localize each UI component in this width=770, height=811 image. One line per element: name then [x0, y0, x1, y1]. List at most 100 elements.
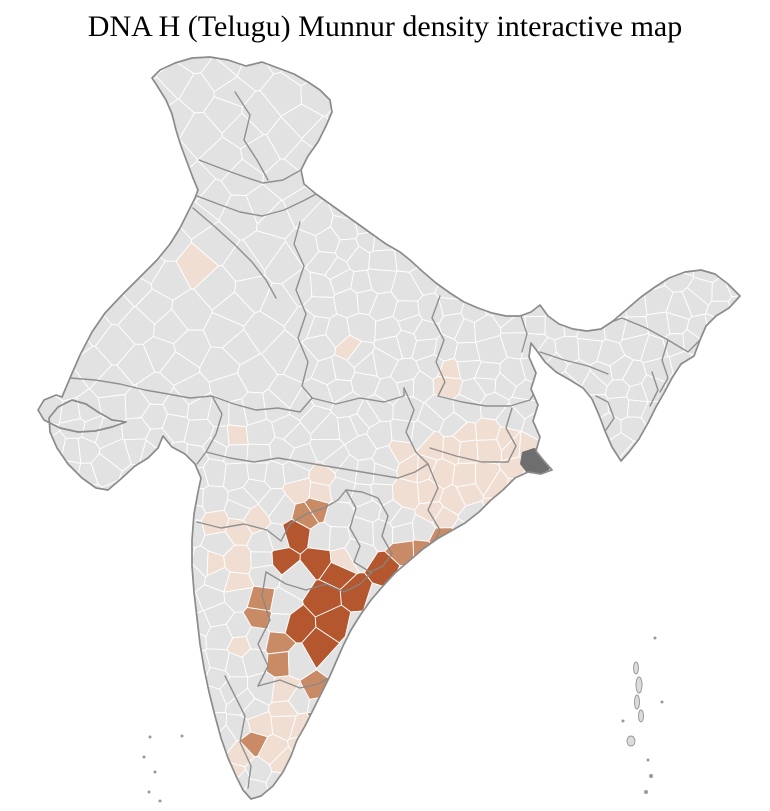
district-cell[interactable]: [121, 483, 149, 502]
district-cell[interactable]: [37, 586, 67, 615]
district-cell[interactable]: [519, 763, 546, 789]
district-cell[interactable]: [620, 804, 650, 811]
district-cell[interactable]: [560, 82, 594, 121]
district-cell[interactable]: [124, 165, 169, 202]
district-cell[interactable]: [156, 563, 185, 591]
district-cell[interactable]: [56, 673, 78, 698]
district-cell[interactable]: [725, 204, 770, 254]
district-cell[interactable]: [476, 693, 507, 714]
district-cell[interactable]: [577, 688, 607, 718]
district-cell[interactable]: [602, 640, 628, 675]
andaman-island[interactable]: [634, 694, 640, 710]
district-cell[interactable]: [521, 664, 550, 696]
district-cell[interactable]: [583, 273, 613, 293]
district-cell[interactable]: [439, 626, 470, 656]
district-cell[interactable]: [378, 157, 423, 197]
district-cell[interactable]: [0, 373, 45, 405]
district-cell[interactable]: [339, 164, 381, 203]
district-cell[interactable]: [337, 755, 358, 780]
district-cell[interactable]: [709, 774, 739, 801]
district-cell[interactable]: [591, 77, 631, 115]
district-cell[interactable]: [0, 444, 40, 486]
district-cell[interactable]: [392, 607, 422, 637]
district-cell[interactable]: [58, 789, 84, 811]
district-cell[interactable]: [55, 770, 84, 796]
district-cell[interactable]: [646, 225, 672, 253]
district-cell[interactable]: [586, 161, 631, 197]
district-cell[interactable]: [542, 627, 570, 652]
district-cell[interactable]: [473, 552, 505, 576]
district-cell[interactable]: [91, 798, 122, 811]
district-cell[interactable]: [685, 712, 712, 741]
district-cell[interactable]: [732, 571, 770, 627]
district-cell[interactable]: [619, 583, 648, 609]
district-cell[interactable]: [354, 204, 384, 235]
district-cell[interactable]: [404, 60, 444, 103]
district-cell[interactable]: [92, 22, 136, 77]
district-cell[interactable]: [577, 655, 607, 679]
district-cell[interactable]: [666, 754, 690, 783]
district-cell[interactable]: [726, 148, 770, 206]
district-cell[interactable]: [0, 426, 37, 452]
district-cell[interactable]: [597, 586, 623, 615]
district-cell[interactable]: [722, 24, 770, 89]
district-cell[interactable]: [493, 652, 523, 683]
district-cell[interactable]: [374, 11, 430, 69]
district-cell[interactable]: [580, 103, 617, 140]
district-cell[interactable]: [666, 803, 693, 811]
district-cell[interactable]: [476, 249, 508, 277]
district-cell[interactable]: [0, 274, 43, 306]
district-cell[interactable]: [122, 558, 158, 592]
district-cell[interactable]: [387, 679, 414, 711]
district-cell[interactable]: [115, 685, 145, 709]
district-cell[interactable]: [714, 737, 740, 759]
district-cell[interactable]: [710, 480, 730, 506]
district-cell[interactable]: [540, 570, 565, 595]
district-cell[interactable]: [44, 17, 97, 75]
district-cell[interactable]: [78, 754, 109, 784]
district-cell[interactable]: [380, 697, 407, 724]
district-cell[interactable]: [723, 605, 770, 639]
district-cell[interactable]: [416, 798, 437, 811]
district-cell[interactable]: [289, 771, 316, 799]
district-cell[interactable]: [330, 663, 361, 697]
district-cell[interactable]: [124, 675, 146, 698]
district-cell[interactable]: [390, 750, 424, 776]
district-cell[interactable]: [646, 754, 671, 778]
district-cell[interactable]: [494, 250, 524, 280]
district-cell[interactable]: [576, 580, 607, 607]
district-cell[interactable]: [618, 138, 662, 181]
district-cell[interactable]: [78, 796, 102, 811]
district-cell[interactable]: [183, 756, 210, 783]
district-cell[interactable]: [21, 181, 66, 219]
district-cell[interactable]: [132, 569, 162, 600]
district-cell[interactable]: [41, 613, 67, 643]
district-cell[interactable]: [185, 796, 225, 811]
district-cell[interactable]: [704, 141, 749, 182]
district-cell[interactable]: [428, 81, 469, 123]
district-cell[interactable]: [372, 224, 394, 252]
district-cell[interactable]: [634, 74, 682, 115]
district-cell[interactable]: [648, 800, 672, 811]
district-cell[interactable]: [0, 605, 49, 636]
district-cell[interactable]: [712, 448, 734, 470]
district-cell[interactable]: [143, 685, 172, 713]
district-cell[interactable]: [590, 121, 635, 158]
district-cell[interactable]: [439, 586, 459, 609]
district-cell[interactable]: [473, 568, 504, 596]
district-cell[interactable]: [434, 274, 465, 301]
district-cell[interactable]: [94, 608, 120, 637]
district-cell[interactable]: [432, 798, 458, 811]
district-cell[interactable]: [421, 672, 447, 696]
district-cell[interactable]: [436, 246, 458, 277]
district-cell[interactable]: [439, 53, 488, 95]
district-cell[interactable]: [30, 100, 65, 137]
district-cell[interactable]: [700, 35, 735, 88]
district-cell[interactable]: [711, 527, 729, 553]
district-cell[interactable]: [121, 621, 148, 653]
district-cell[interactable]: [56, 558, 79, 592]
district-cell[interactable]: [58, 652, 87, 678]
district-cell[interactable]: [620, 568, 648, 586]
district-cell[interactable]: [560, 275, 585, 296]
district-cell[interactable]: [562, 200, 602, 230]
